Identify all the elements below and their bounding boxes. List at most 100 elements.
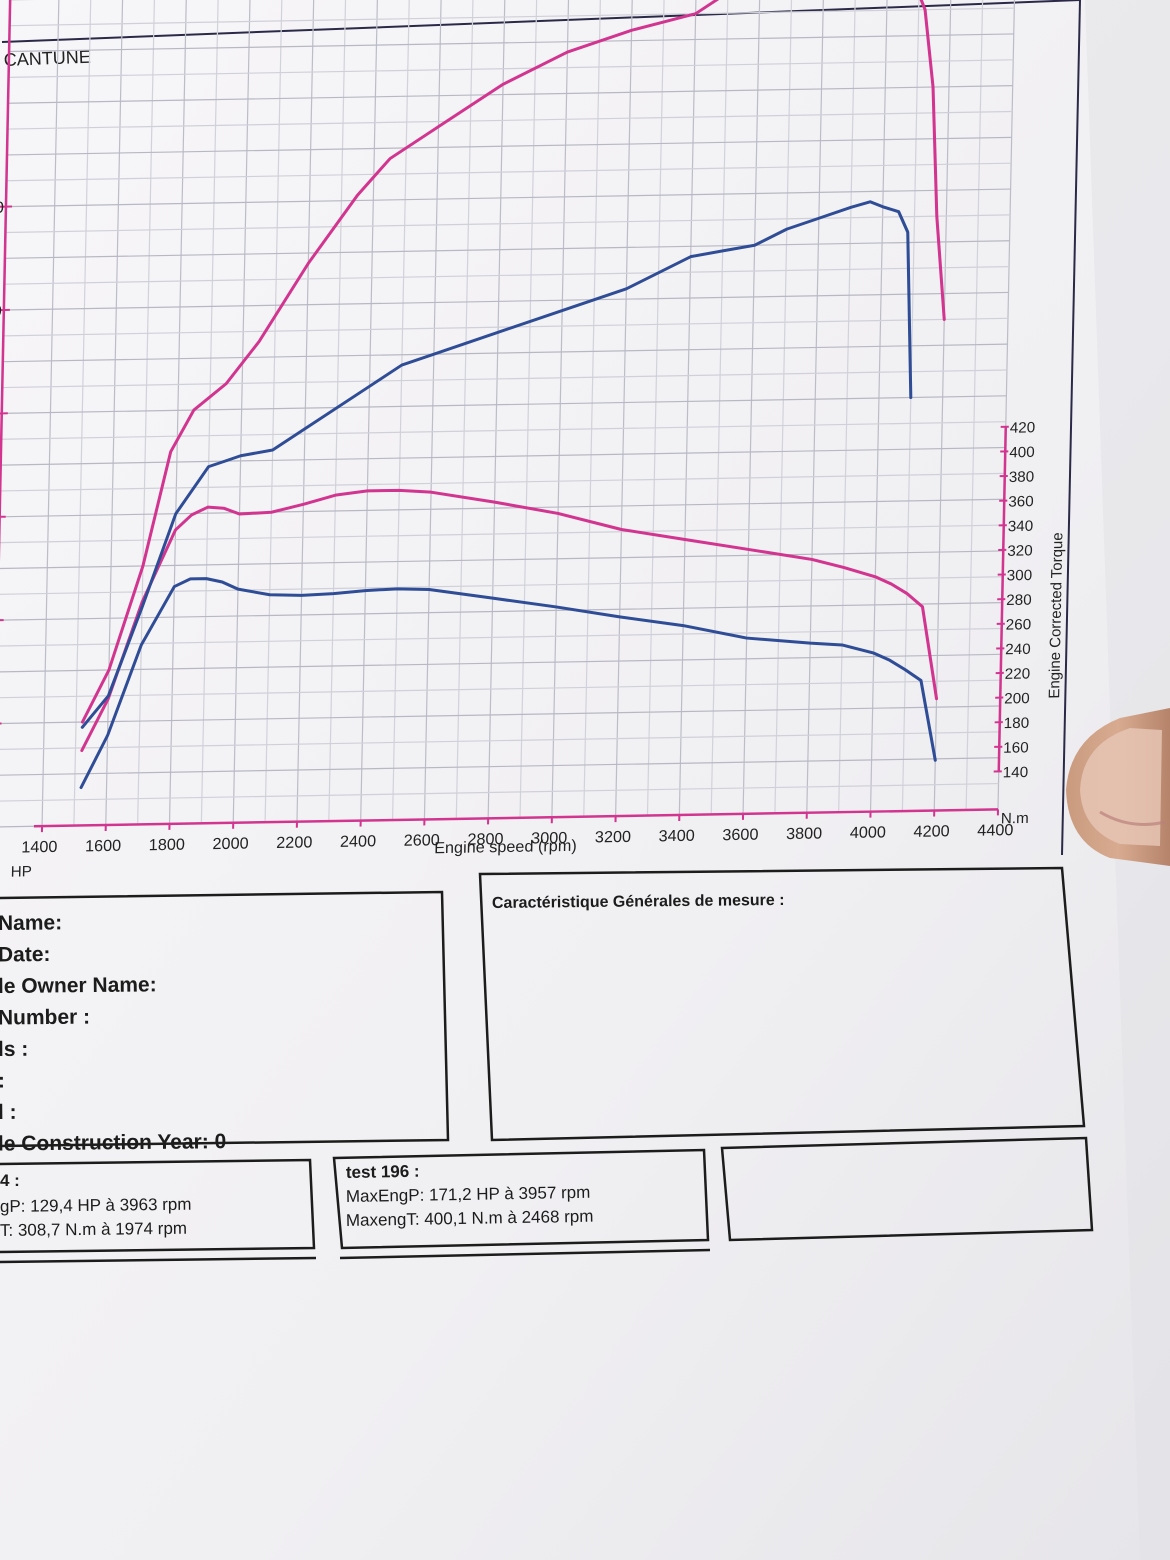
grid-line-horizontal <box>4 265 1010 285</box>
result-mid-torque: MaxengT: 400,1 N.m à 2468 rpm <box>346 1207 594 1230</box>
grid-line-horizontal <box>4 240 1010 259</box>
right-axis-ticks: 140 160 180 200 220 240 260 280 300 320 340 360 380 4… <box>993 419 1035 781</box>
right-tick-label: 420 <box>1010 419 1036 436</box>
right-tick-label: 260 <box>1006 616 1032 633</box>
general-characteristics-box: Caractéristique Générales de mesure : <box>478 866 1086 1142</box>
x-axis-line <box>33 808 999 828</box>
x-tick-label: 2200 <box>276 833 313 851</box>
vehicle-info-line: Name: <box>0 911 62 935</box>
x-tick-label: 4000 <box>850 823 887 841</box>
left-axis-unit: HP <box>11 863 32 880</box>
x-tick-label: 1800 <box>149 836 186 854</box>
x-tick-label: 3400 <box>658 827 695 845</box>
right-tick-label: 240 <box>1005 641 1031 658</box>
vehicle-info-line: l : <box>0 1101 17 1124</box>
x-axis-label: Engine speed (rpm) <box>434 837 577 857</box>
grid-line-horizontal <box>0 472 1005 492</box>
grid-line-horizontal <box>5 188 1011 208</box>
result-mid-power: MaxEngP: 171,2 HP à 3957 rpm <box>346 1183 591 1206</box>
x-tick-label: 2400 <box>340 832 377 850</box>
result-mid-title: test 196 : <box>346 1162 420 1182</box>
grid-line-horizontal <box>0 498 1005 518</box>
x-tick-label: 4200 <box>913 822 950 840</box>
x-axis-ticks: 1400 1600 1800 2000 2200 2400 2600 2800 3000 3200… <box>21 809 1014 856</box>
right-tick-label: 340 <box>1008 518 1034 535</box>
x-tick-label: 3600 <box>722 826 759 844</box>
result-box-left: 4 : gP: 129,4 HP à 3963 rpm T: 308,7 N.m… <box>0 1158 317 1264</box>
grid-line-horizontal <box>0 550 1004 570</box>
x-tick-label: 2800 <box>467 830 504 848</box>
right-axis-unit: N.m <box>1001 810 1029 827</box>
right-axis-label: Engine Corrected Torque <box>1046 532 1067 698</box>
grid-line-horizontal <box>0 679 1001 699</box>
right-tick-label: 180 <box>1004 715 1030 732</box>
grid-line-horizontal <box>0 757 1000 776</box>
series-line-maxengt <box>79 577 937 790</box>
grid-line-horizontal <box>6 162 1012 182</box>
vehicle-info-line: le Owner Name: <box>0 973 157 998</box>
result-left-title: 4 : <box>0 1171 20 1190</box>
grid-line-horizontal <box>1 395 1007 415</box>
chart-frame <box>1 0 1081 856</box>
vehicle-info-line: ls : <box>0 1038 28 1061</box>
brand-label: CANTUNE <box>3 47 91 70</box>
right-tick-label: 380 <box>1009 469 1035 486</box>
thumb-photo-artifact <box>1066 708 1170 866</box>
result-box-middle: test 196 : MaxEngP: 171,2 HP à 3957 rpm … <box>332 1148 711 1260</box>
grid-line-horizontal <box>0 602 1003 621</box>
grid-line-horizontal <box>9 33 1014 53</box>
x-tick-label: 3200 <box>595 828 632 846</box>
grid-line-horizontal <box>3 291 1009 311</box>
x-tick-label: 1400 <box>21 838 58 856</box>
result-left-power: gP: 129,4 HP à 3963 rpm <box>0 1195 192 1216</box>
x-tick-label: 1600 <box>85 837 122 855</box>
grid-line-horizontal <box>9 7 1015 27</box>
series-line-maxengp <box>80 200 913 729</box>
series-line-test-196-maxengp <box>80 0 946 724</box>
grid-line-horizontal <box>2 343 1008 363</box>
right-tick-label: 300 <box>1007 567 1033 584</box>
x-tick-label: 3800 <box>786 825 823 843</box>
chart-plot: 1400 1600 1800 2000 2200 2400 2600 2800 3000 3200… <box>0 0 1067 881</box>
result-left-torque: T: 308,7 N.m à 1974 rpm <box>0 1219 187 1240</box>
x-tick-label: 3000 <box>531 829 568 847</box>
grid-line-horizontal <box>0 627 1002 647</box>
vehicle-info-line: le Construction Year: 0 <box>0 1130 226 1155</box>
right-tick-label: 220 <box>1005 666 1031 683</box>
right-tick-label: 280 <box>1006 592 1032 609</box>
grid-line-horizontal <box>8 85 1013 104</box>
right-tick-label: 320 <box>1007 542 1033 559</box>
x-tick-label: 2000 <box>212 835 249 853</box>
grid-line-horizontal <box>0 576 1003 595</box>
grid-line-horizontal <box>8 59 1014 78</box>
grid-line-horizontal <box>0 705 1001 725</box>
grid-horizontal <box>0 0 1015 828</box>
x-tick-label: 4400 <box>977 821 1014 839</box>
grid-line-horizontal <box>6 136 1012 156</box>
grid-line-horizontal <box>1 421 1006 440</box>
grid-line-horizontal <box>5 214 1011 234</box>
vehicle-info-box: Name: Date: le Owner Name: Number : ls : : l… <box>0 890 450 1155</box>
grid-line-horizontal <box>7 110 1013 130</box>
right-tick-label: 160 <box>1003 739 1029 756</box>
left-axis-ticks: 20406080100200 <box>0 199 13 725</box>
x-tick-label: 2600 <box>404 831 441 849</box>
general-characteristics-title: Caractéristique Générales de mesure : <box>492 892 785 912</box>
grid-line-horizontal <box>0 731 1000 751</box>
result-box-right <box>720 1136 1094 1242</box>
vehicle-info-line: Number : <box>0 1006 90 1030</box>
grid-line-horizontal <box>2 369 1007 389</box>
right-tick-label: 200 <box>1004 690 1030 707</box>
right-tick-label: 140 <box>1003 764 1029 781</box>
right-tick-label: 400 <box>1009 444 1035 461</box>
grid-line-horizontal <box>0 653 1002 673</box>
vehicle-info-line: : <box>0 1069 5 1092</box>
left-tick-label: 20 <box>0 302 2 320</box>
series-lines <box>79 0 946 790</box>
right-tick-label: 360 <box>1008 493 1034 510</box>
series-line-maxengt <box>80 488 939 753</box>
vehicle-info-line: Date: <box>0 943 51 967</box>
grid-line-horizontal <box>3 317 1008 337</box>
grid-line-horizontal <box>0 782 999 802</box>
